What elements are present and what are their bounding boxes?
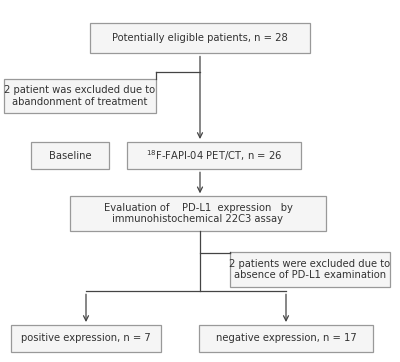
Text: negative expression, n = 17: negative expression, n = 17 xyxy=(216,333,356,344)
Text: $^{18}$F-FAPI-04 PET/CT, n = 26: $^{18}$F-FAPI-04 PET/CT, n = 26 xyxy=(146,148,282,163)
FancyBboxPatch shape xyxy=(70,196,326,231)
Text: 2 patient was excluded due to
abandonment of treatment: 2 patient was excluded due to abandonmen… xyxy=(4,85,156,107)
FancyBboxPatch shape xyxy=(11,325,161,352)
Text: Baseline: Baseline xyxy=(49,151,91,161)
Text: positive expression, n = 7: positive expression, n = 7 xyxy=(21,333,151,344)
FancyBboxPatch shape xyxy=(127,142,301,169)
FancyBboxPatch shape xyxy=(230,253,390,287)
FancyBboxPatch shape xyxy=(4,79,156,113)
FancyBboxPatch shape xyxy=(90,22,310,53)
Text: Evaluation of    PD-L1  expression   by
immunohistochemical 22C3 assay: Evaluation of PD-L1 expression by immuno… xyxy=(104,203,292,224)
FancyBboxPatch shape xyxy=(199,325,373,352)
Text: Potentially eligible patients, n = 28: Potentially eligible patients, n = 28 xyxy=(112,33,288,43)
FancyBboxPatch shape xyxy=(31,142,109,169)
Text: 2 patients were excluded due to
absence of PD-L1 examination: 2 patients were excluded due to absence … xyxy=(230,259,390,281)
